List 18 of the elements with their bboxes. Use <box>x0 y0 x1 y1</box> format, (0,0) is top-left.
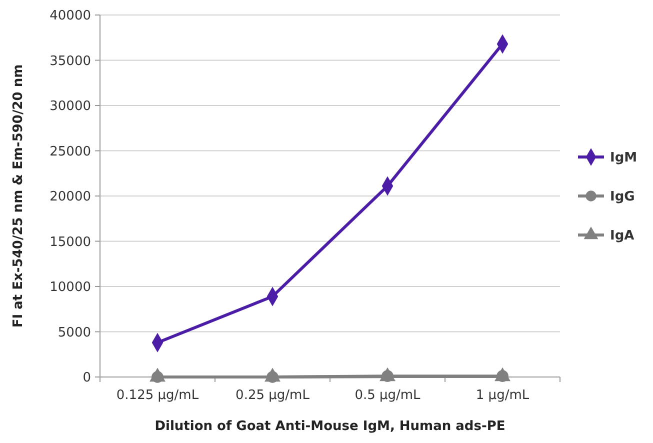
y-tick-label: 30000 <box>50 99 91 114</box>
x-tick-label: 0.5 µg/mL <box>354 388 422 403</box>
y-tick-label: 25000 <box>50 144 91 160</box>
y-tick-label: 40000 <box>50 8 91 24</box>
x-tick-label: 1 µg/mL <box>476 388 530 403</box>
x-tick-label: 0.125 µg/mL <box>116 388 200 403</box>
legend-label: IgM <box>610 150 638 166</box>
y-tick-label: 10000 <box>50 280 91 296</box>
y-tick-label: 35000 <box>50 54 91 69</box>
y-tick-label: 5000 <box>58 325 91 340</box>
x-tick-label: 0.25 µg/mL <box>236 388 310 403</box>
legend-label: IgA <box>610 228 634 244</box>
legend-label: IgG <box>610 190 635 205</box>
y-tick-label: 15000 <box>50 234 91 250</box>
y-tick-label: 0 <box>82 370 91 386</box>
x-axis-title: Dilution of Goat Anti-Mouse IgM, Human ads-PE <box>154 419 506 434</box>
y-tick-label: 20000 <box>50 190 91 205</box>
y-axis-title: FI at Ex-540/25 nm & Em-590/20 nm <box>11 64 26 328</box>
